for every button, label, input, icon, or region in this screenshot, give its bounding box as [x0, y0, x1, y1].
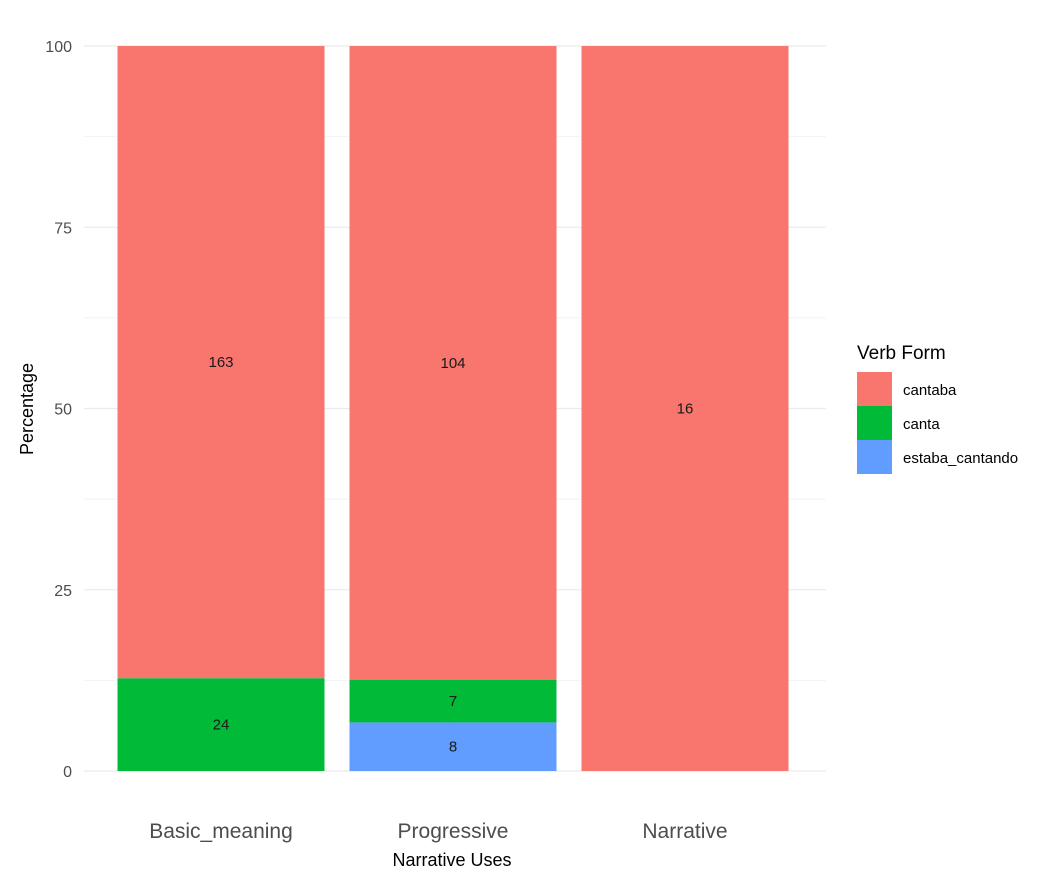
bar-segment-estaba_cantando: [349, 722, 557, 771]
bar-segment-canta: [349, 679, 557, 723]
x-tick-label: Progressive: [398, 820, 509, 843]
segment-count-label: 104: [440, 355, 465, 372]
legend-label-cantaba: cantaba: [903, 382, 957, 399]
x-axis-ticks: Basic_meaning Progressive Narrative: [149, 820, 727, 843]
bar-segment-canta: [117, 678, 325, 771]
y-tick-label: 50: [54, 402, 72, 419]
legend-items: cantaba canta estaba_cantando: [857, 372, 1018, 474]
segment-count-label: 7: [449, 693, 457, 710]
segment-count-label: 24: [213, 717, 230, 734]
x-tick-label: Basic_meaning: [149, 820, 293, 843]
y-tick-label: 100: [45, 39, 72, 56]
bars: [117, 46, 789, 771]
legend: Verb Form cantaba canta estaba_cantando: [857, 343, 1018, 474]
segment-count-label: 16: [677, 401, 694, 418]
y-tick-label: 25: [54, 583, 72, 600]
bar-segment-cantaba: [117, 46, 325, 679]
y-tick-label: 0: [63, 764, 72, 781]
legend-swatch-canta: [857, 406, 892, 440]
segment-labels: 24 163 8 7 104 16: [208, 354, 693, 756]
bar-segment-cantaba: [581, 46, 789, 771]
segment-count-label: 8: [449, 739, 457, 756]
legend-swatch-cantaba: [857, 372, 892, 406]
y-axis-title: Percentage: [17, 363, 37, 455]
bar-segment-cantaba: [349, 46, 557, 680]
x-tick-label: Narrative: [642, 820, 727, 843]
y-axis-ticks: 0 25 50 75 100: [45, 39, 72, 781]
x-axis-title: Narrative Uses: [392, 850, 511, 870]
legend-label-estaba_cantando: estaba_cantando: [903, 450, 1018, 467]
legend-label-canta: canta: [903, 416, 940, 433]
legend-swatch-estaba_cantando: [857, 440, 892, 474]
segment-count-label: 163: [208, 354, 233, 371]
legend-title: Verb Form: [857, 343, 946, 364]
y-tick-label: 75: [54, 220, 72, 237]
